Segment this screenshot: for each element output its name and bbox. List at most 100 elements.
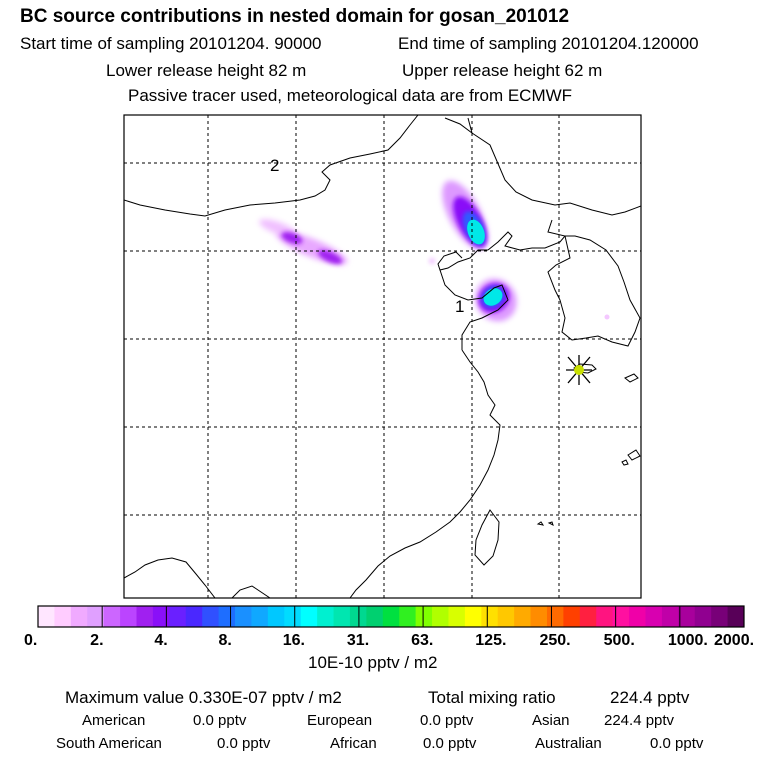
- region-value-american: 0.0 pptv: [193, 712, 247, 729]
- region-name-south-american: South American: [56, 735, 162, 752]
- colorbar-cell: [514, 606, 532, 627]
- colorbar-tick-label: 2000.: [714, 632, 754, 649]
- total-mixing-label: Total mixing ratio: [428, 688, 556, 707]
- colorbar-cell: [432, 606, 449, 627]
- colorbar-cell: [678, 606, 696, 627]
- colorbar-cell: [103, 606, 121, 627]
- colorbar-cell: [38, 606, 55, 627]
- china-east-coast: [349, 349, 501, 598]
- colorbar-cell: [596, 606, 614, 627]
- region-value-african: 0.0 pptv: [423, 735, 477, 752]
- colorbar-cell: [563, 606, 581, 627]
- chart-title: BC source contributions in nested domain…: [20, 6, 570, 27]
- map-panel: 2 1: [123, 114, 642, 599]
- plume-south: [429, 258, 610, 322]
- colorbar-cell: [579, 606, 597, 627]
- colorbar-unit-label: 10E-10 pptv / m2: [308, 653, 438, 672]
- upper-height-label: Upper release height 62 m: [402, 61, 603, 80]
- colorbar-cell: [464, 606, 482, 627]
- mongolia-border: [124, 115, 419, 217]
- receptor-marker: [566, 355, 592, 385]
- colorbar-tick-label: 2.: [90, 632, 103, 649]
- map-frame: [123, 114, 642, 599]
- region-value-australian: 0.0 pptv: [650, 735, 704, 752]
- colorbar-cell: [267, 606, 285, 627]
- colorbar-cell: [497, 606, 515, 627]
- island-e: [547, 521, 554, 526]
- plume-west-core-a: [281, 231, 303, 245]
- grid: [124, 115, 641, 598]
- border-ne-a: [444, 117, 473, 135]
- sw-border-b: [231, 585, 271, 598]
- colorbar-tick-label: 500.: [604, 632, 635, 649]
- colorbar-cell: [711, 606, 729, 627]
- colorbar-cell: [251, 606, 269, 627]
- colorbar-cell: [415, 606, 433, 627]
- colorbar-cell: [218, 606, 236, 627]
- region-label-1: 1: [455, 297, 464, 316]
- colorbar-cell: [448, 606, 466, 627]
- end-time-label: End time of sampling 20101204.120000: [398, 34, 699, 53]
- island-d: [536, 521, 545, 526]
- bohai-coast-a: [437, 249, 488, 271]
- island-c: [621, 459, 629, 466]
- colorbar-cell: [661, 606, 679, 627]
- plume-speck: [429, 258, 435, 264]
- total-mixing-value: 224.4 pptv: [610, 688, 690, 707]
- colorbar-tick-label: 8.: [219, 632, 232, 649]
- colorbar-tick-label: 0.: [24, 632, 37, 649]
- colorbar: 0. 2. 4. 8. 16. 31. 63. 125. 250. 500. 1000. 2000.: [24, 605, 754, 649]
- plume-speck-korea: [604, 314, 610, 320]
- border-ne-b: [471, 132, 641, 216]
- region-name-asian: Asian: [532, 712, 570, 729]
- plume-west-core-b: [317, 250, 343, 264]
- region-name-european: European: [307, 712, 373, 729]
- colorbar-cell: [546, 606, 564, 627]
- region-value-asian: 224.4 pptv: [604, 712, 675, 729]
- marker-dot: [574, 365, 584, 375]
- colorbar-cell: [87, 606, 105, 627]
- start-time-label: Start time of sampling 20101204. 90000: [20, 34, 322, 53]
- colorbar-cell: [284, 606, 302, 627]
- region-name-australian: Australian: [535, 735, 602, 752]
- colorbar-cell: [54, 606, 72, 627]
- region-name-african: African: [330, 735, 377, 752]
- max-value-label: Maximum value 0.330E-07 pptv / m2: [65, 688, 342, 707]
- lower-height-label: Lower release height 82 m: [106, 61, 307, 80]
- plume-north: [442, 180, 488, 250]
- island-a: [624, 373, 639, 383]
- colorbar-cell: [152, 606, 170, 627]
- colorbar-cell: [399, 606, 417, 627]
- tracer-note: Passive tracer used, meteorological data…: [128, 86, 573, 105]
- colorbar-tick-label: 31.: [347, 632, 369, 649]
- coastlines: [124, 115, 641, 598]
- colorbar-cell: [629, 606, 646, 627]
- colorbar-cell: [612, 606, 630, 627]
- colorbar-cell: [202, 606, 220, 627]
- colorbar-tick-label: 16.: [283, 632, 305, 649]
- colorbar-cell: [300, 606, 318, 627]
- colorbar-cell: [120, 606, 138, 627]
- colorbar-cell: [136, 606, 154, 627]
- region-label-2: 2: [270, 156, 279, 175]
- colorbar-cell: [727, 606, 745, 627]
- colorbar-cell: [481, 606, 499, 627]
- colorbar-labels: 0. 2. 4. 8. 16. 31. 63. 125. 250. 500. 1000. 2000.: [24, 606, 754, 649]
- shandong-coast: [439, 269, 509, 350]
- colorbar-cell: [366, 606, 384, 627]
- region-value-south-american: 0.0 pptv: [217, 735, 271, 752]
- colorbar-cell: [317, 606, 335, 627]
- colorbar-cell: [382, 606, 400, 627]
- region-name-american: American: [82, 712, 146, 729]
- taiwan: [474, 509, 500, 566]
- region-value-european: 0.0 pptv: [420, 712, 474, 729]
- colorbar-cell: [70, 606, 88, 627]
- plume-west: [259, 219, 348, 265]
- colorbar-cell: [169, 606, 187, 627]
- colorbar-cell: [694, 606, 712, 627]
- colorbar-cell: [185, 606, 203, 627]
- liaodong-coast: [487, 219, 566, 251]
- colorbar-tick-label: 125.: [475, 632, 506, 649]
- colorbar-tick-label: 4.: [154, 632, 167, 649]
- colorbar-cell: [235, 606, 252, 627]
